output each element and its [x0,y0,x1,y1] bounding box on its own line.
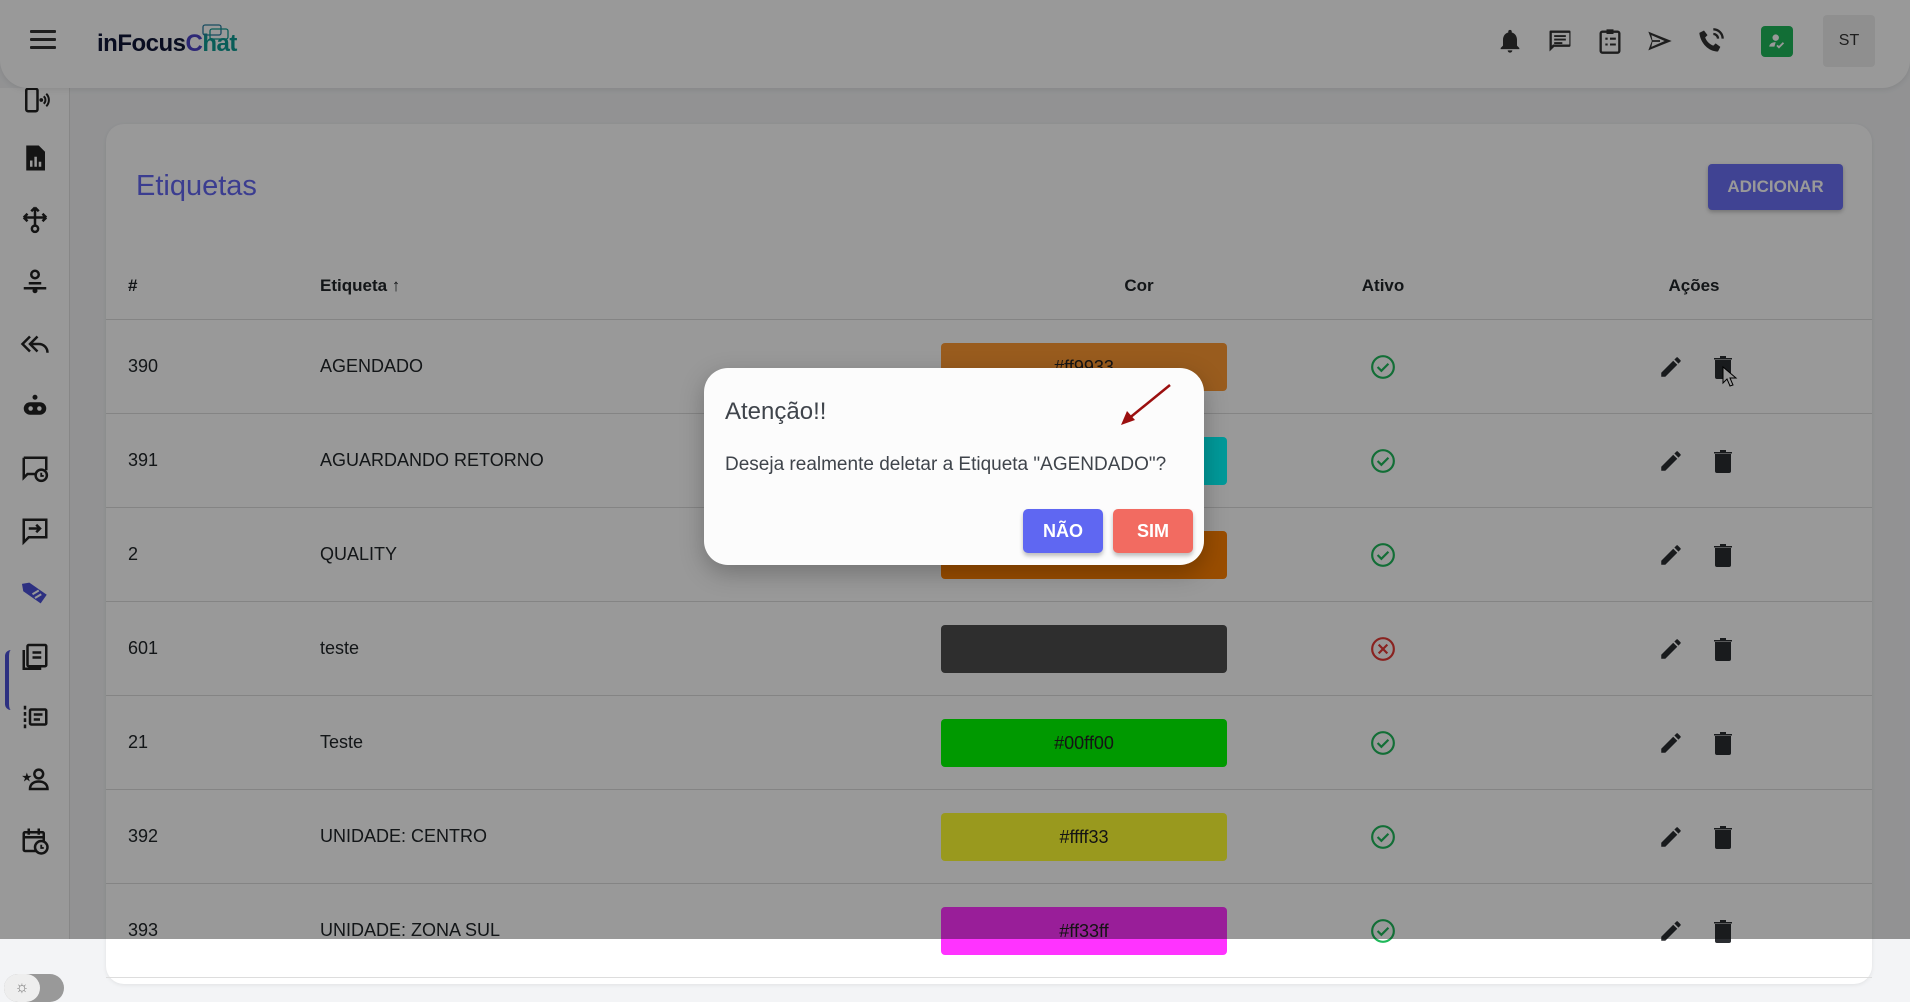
list-icon[interactable] [20,702,50,732]
col-id: # [128,276,138,295]
reply-all-icon[interactable] [20,329,50,359]
active-check-icon [1370,354,1396,380]
tag-label: AGENDADO [320,356,424,376]
sidebar: ★ ☼ [0,85,70,1002]
tag-label: Teste [320,732,364,752]
edit-icon[interactable] [1658,730,1684,756]
send-icon[interactable] [1646,27,1674,55]
logo-text: C [185,30,203,57]
tag-id: 390 [128,356,159,376]
edit-icon[interactable] [1658,918,1684,944]
tag-id: 393 [128,920,159,940]
logo-text: inFocus [97,30,186,57]
phone-call-icon[interactable] [1697,27,1725,55]
calendar-clock-icon[interactable] [20,826,50,856]
tag-id: 391 [128,450,159,470]
color-swatch [941,625,1227,673]
table-header: # Etiqueta ↑ Cor Ativo Ações [106,253,1872,320]
user-queue-icon[interactable] [20,267,50,297]
page-title: Etiquetas [136,170,257,202]
robot-icon[interactable] [20,391,50,421]
svg-text:★: ★ [21,771,32,785]
table-row: 21 Teste #00ff00 [106,696,1872,790]
star-user-icon[interactable]: ★ [20,764,50,794]
delete-icon[interactable] [1711,542,1735,568]
sort-arrow-icon: ↑ [391,276,401,295]
no-button[interactable]: NÃO [1023,509,1103,553]
delete-icon[interactable] [1711,730,1735,756]
active-indicator [5,650,11,710]
logo: inFocusChat [97,24,237,58]
active-check-icon [1370,824,1396,850]
tag-id: 392 [128,826,159,846]
edit-icon[interactable] [1658,354,1684,380]
col-color: Cor [1124,276,1154,295]
col-active: Ativo [1361,276,1405,295]
tag-label: UNIDADE: CENTRO [320,826,488,846]
top-header: inFocusChat ST [0,0,1910,88]
tag-label: AGUARDANDO RETORNO [320,450,544,470]
phone-wifi-icon[interactable] [20,85,50,115]
edit-icon[interactable] [1658,636,1684,662]
menu-icon[interactable] [30,30,56,50]
tag-label: UNIDADE: ZONA SUL [320,920,501,940]
edit-icon[interactable] [1658,824,1684,850]
scheduled-message-icon[interactable] [20,454,50,484]
col-actions: Ações [1668,276,1720,295]
flow-icon[interactable] [20,205,50,235]
color-swatch: #00ff00 [941,719,1227,767]
clipboard-icon[interactable] [20,640,50,670]
tag-id: 601 [128,638,159,658]
user-check-button[interactable] [1761,26,1793,57]
edit-icon[interactable] [1658,448,1684,474]
add-button[interactable]: ADICIONAR [1708,164,1843,210]
sun-icon: ☼ [4,974,40,1002]
delete-icon[interactable] [1711,918,1735,944]
tag-label: QUALITY [320,544,398,564]
chat-bubbles-icon [202,24,229,40]
dialog-title: Atenção!! [725,398,827,425]
col-label[interactable]: Etiqueta ↑ [320,276,400,296]
message-forward-icon[interactable] [20,516,50,546]
mouse-cursor-icon [1722,366,1738,387]
delete-icon[interactable] [1711,448,1735,474]
edit-icon[interactable] [1658,542,1684,568]
active-check-icon [1370,448,1396,474]
col-label-text: Etiqueta [320,276,388,295]
tag-id: 21 [128,732,149,752]
theme-toggle[interactable]: ☼ [4,974,64,1002]
tag-label: teste [320,638,360,658]
bell-icon[interactable] [1496,27,1524,55]
active-check-icon [1370,542,1396,568]
annotation-arrow-icon [1121,384,1171,425]
inactive-x-icon [1370,636,1396,662]
table-row: 601 teste [106,602,1872,696]
user-check-icon [1769,34,1785,49]
chat-icon[interactable] [1546,27,1574,55]
confirm-dialog: Atenção!! Deseja realmente deletar a Eti… [704,368,1204,565]
clipboard-list-icon[interactable] [1596,27,1624,55]
table-row: 392 UNIDADE: CENTRO #ffff33 [106,790,1872,884]
yes-button[interactable]: SIM [1113,509,1193,553]
tag-id: 2 [128,544,139,564]
report-icon[interactable] [20,143,50,173]
color-swatch: #ffff33 [941,813,1227,861]
avatar[interactable]: ST [1823,15,1875,67]
active-check-icon [1370,730,1396,756]
dialog-message: Deseja realmente deletar a Etiqueta "AGE… [725,454,1167,475]
delete-icon[interactable] [1711,824,1735,850]
tag-icon[interactable] [20,578,50,608]
delete-icon[interactable] [1711,636,1735,662]
